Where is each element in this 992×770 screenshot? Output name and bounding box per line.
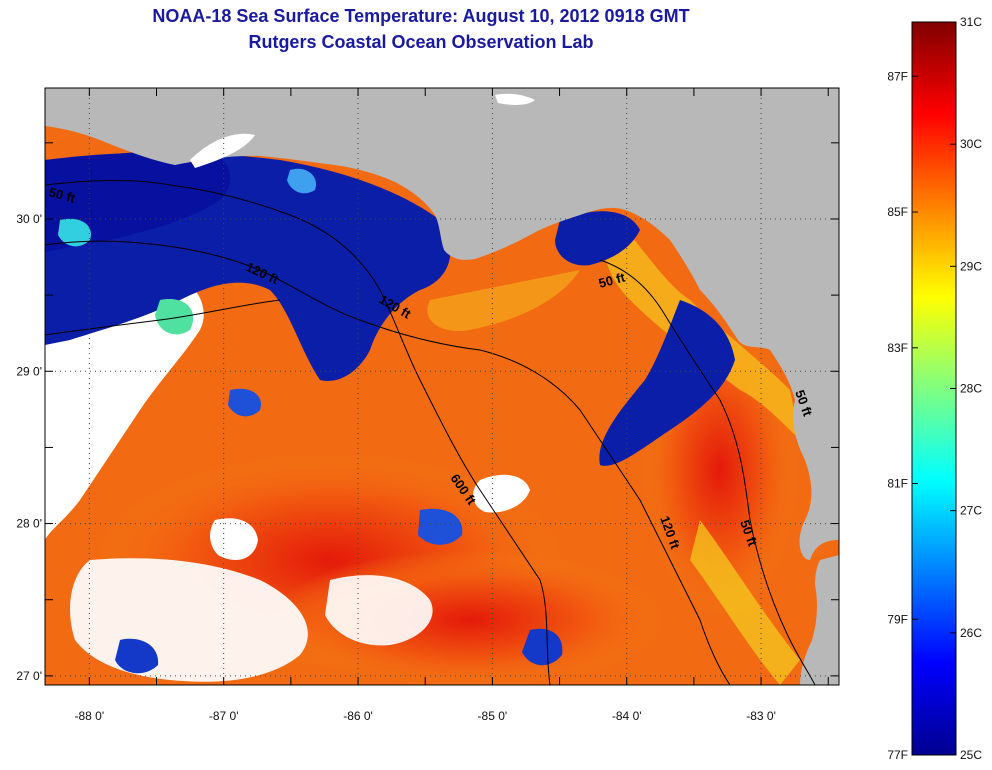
cyan-fringe	[58, 218, 91, 247]
lat-tick-label: 30 0'	[16, 212, 42, 226]
sst-map: 50 ft 120 ft 600 ft 50 ft 120 ft 50 ft 5…	[45, 88, 839, 685]
lat-tick-label: 28 0'	[16, 517, 42, 531]
cbar-label-c: 28C	[960, 382, 982, 396]
lon-tick-label: -88 0'	[75, 709, 105, 723]
lightblue-fringe	[287, 168, 316, 194]
cold-spot	[228, 388, 261, 417]
cbar-label-f: 85F	[887, 205, 908, 219]
lat-tick-label: 27 0'	[16, 669, 42, 683]
title-line-2: Rutgers Coastal Ocean Observation Lab	[248, 32, 593, 52]
colorbar-gradient	[911, 21, 957, 756]
cold-spot-2	[418, 508, 463, 545]
cloud-south	[325, 575, 433, 646]
title-line-1: NOAA-18 Sea Surface Temperature: August …	[152, 6, 689, 26]
land-florida-panhandle	[45, 88, 839, 560]
cbar-label-f: 83F	[887, 341, 908, 355]
cold-spot-4	[115, 638, 159, 674]
cbar-label-c: 26C	[960, 626, 982, 640]
cbar-label-c: 30C	[960, 137, 982, 151]
cold-patch-bigbend	[555, 211, 640, 266]
cbar-label-c: 27C	[960, 504, 982, 518]
longitude-axis: -88 0' -87 0' -86 0' -85 0' -84 0' -83 0'	[75, 88, 829, 723]
lon-tick-label: -87 0'	[209, 709, 239, 723]
cbar-label-f: 77F	[887, 748, 908, 762]
shelf-band-north	[427, 270, 580, 331]
cloud-over-land	[495, 93, 535, 105]
cbar-label-c: 25C	[960, 748, 982, 762]
cold-band-inner	[45, 150, 231, 252]
shelf-band-south	[690, 520, 800, 685]
cloud-mid	[473, 474, 530, 513]
lon-tick-label: -83 0'	[746, 709, 776, 723]
cbar-label-f: 79F	[887, 612, 908, 626]
cbar-label-c: 29C	[960, 259, 982, 273]
cbar-label-f: 87F	[887, 69, 908, 83]
lat-tick-label: 29 0'	[16, 364, 42, 378]
cold-spot-3	[522, 628, 563, 666]
cloud-bay	[190, 133, 255, 168]
contour-600ft	[45, 180, 551, 685]
cloud-small	[210, 518, 258, 560]
cbar-label-f: 81F	[887, 477, 908, 491]
contour-120ft	[45, 240, 731, 685]
cold-upwelling	[599, 300, 735, 466]
colorbar-fahrenheit-ticks: 87F 85F 83F 81F 79F 77F	[887, 69, 918, 762]
contour-label-50ft-bigbend: 50 ft	[597, 269, 627, 291]
land-peninsula-south	[800, 555, 839, 685]
cbar-label-c: 31C	[960, 15, 982, 29]
colorbar: 31C 30C 29C 28C 27C 26C 25C 87F 85F 83F 81F 79F 77F	[887, 15, 982, 762]
map-frame	[44, 87, 840, 686]
green-fringe	[155, 299, 194, 335]
lon-tick-label: -84 0'	[612, 709, 642, 723]
contour-50ft	[45, 259, 816, 685]
latitude-axis: 27 0' 28 0' 29 0' 30 0'	[16, 142, 839, 683]
lon-tick-label: -85 0'	[478, 709, 508, 723]
colorbar-celsius-ticks: 31C 30C 29C 28C 27C 26C 25C	[950, 15, 982, 762]
lon-tick-label: -86 0'	[343, 709, 373, 723]
contour-label-50ft-west: 50 ft	[47, 184, 77, 206]
